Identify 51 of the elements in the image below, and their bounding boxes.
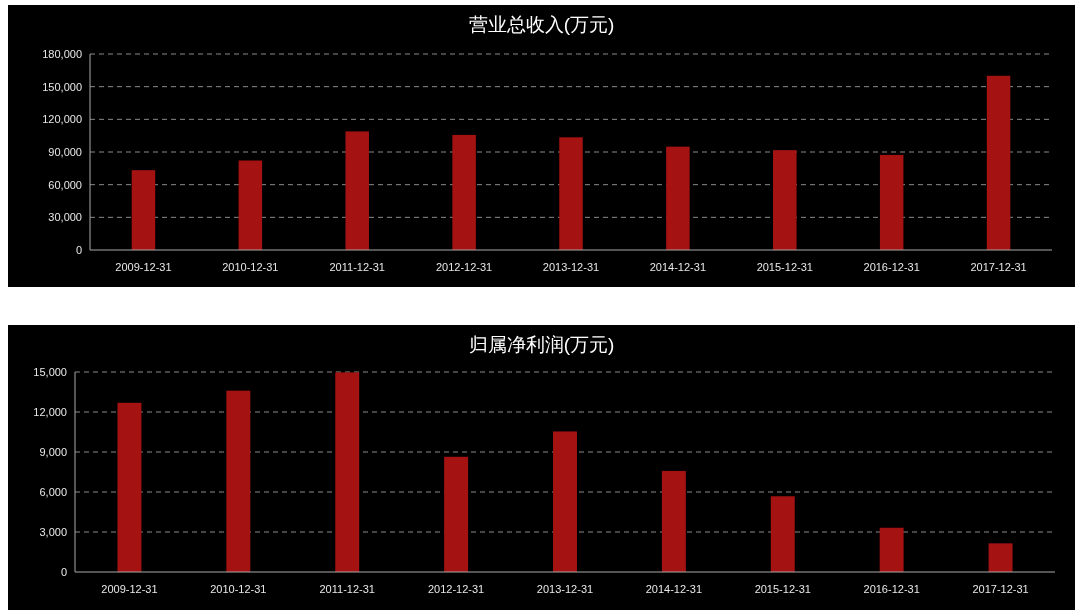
y-tick-label: 90,000 bbox=[48, 146, 82, 158]
y-tick-label: 9,000 bbox=[39, 446, 67, 458]
y-tick-label: 12,000 bbox=[33, 406, 67, 418]
x-tick-label: 2010-12-31 bbox=[222, 261, 279, 273]
chart-title: 营业总收入(万元) bbox=[468, 14, 615, 35]
bar bbox=[131, 170, 156, 250]
y-tick-label: 3,000 bbox=[39, 526, 67, 538]
y-tick-label: 30,000 bbox=[48, 211, 82, 224]
y-tick-label: 0 bbox=[60, 566, 67, 578]
x-tick-label: 2011-12-31 bbox=[329, 261, 385, 273]
x-tick-label: 2017-12-31 bbox=[970, 261, 1027, 273]
x-tick-label: 2012-12-31 bbox=[427, 583, 485, 595]
y-tick-label: 6,000 bbox=[39, 486, 67, 498]
chart-title: 归属净利润(万元) bbox=[468, 334, 615, 355]
x-tick-label: 2016-12-31 bbox=[863, 261, 920, 273]
x-tick-label: 2015-12-31 bbox=[754, 583, 811, 595]
x-tick-label: 2014-12-31 bbox=[645, 583, 703, 595]
x-tick-label: 2016-12-31 bbox=[863, 583, 920, 595]
y-tick-label: 15,000 bbox=[33, 366, 67, 378]
x-tick-label: 2013-12-31 bbox=[536, 583, 594, 595]
x-tick-label: 2011-12-31 bbox=[319, 583, 375, 595]
bar bbox=[988, 543, 1013, 572]
bar bbox=[770, 496, 795, 572]
bar bbox=[879, 154, 904, 250]
x-tick-label: 2009-12-31 bbox=[101, 583, 158, 595]
x-tick-label: 2017-12-31 bbox=[972, 583, 1029, 595]
x-tick-label: 2012-12-31 bbox=[435, 261, 493, 273]
bar bbox=[879, 527, 904, 572]
bar bbox=[117, 402, 142, 572]
bar bbox=[559, 137, 583, 250]
bar bbox=[661, 470, 686, 572]
bar bbox=[553, 431, 577, 572]
y-tick-label: 120,000 bbox=[42, 113, 82, 126]
x-tick-label: 2013-12-31 bbox=[542, 261, 600, 273]
bar bbox=[444, 456, 469, 572]
x-tick-label: 2015-12-31 bbox=[756, 261, 813, 273]
bar bbox=[773, 150, 797, 250]
y-tick-label: 0 bbox=[75, 244, 82, 256]
bar bbox=[666, 146, 690, 250]
x-tick-label: 2014-12-31 bbox=[649, 261, 707, 273]
bar bbox=[452, 134, 476, 250]
bar bbox=[238, 160, 263, 250]
bar bbox=[335, 372, 360, 572]
y-tick-label: 60,000 bbox=[48, 178, 82, 191]
bar bbox=[345, 131, 369, 250]
y-tick-label: 180,000 bbox=[42, 48, 82, 60]
bar bbox=[226, 390, 251, 572]
x-tick-label: 2010-12-31 bbox=[210, 583, 267, 595]
bar bbox=[986, 75, 1011, 250]
y-tick-label: 150,000 bbox=[42, 80, 82, 93]
x-tick-label: 2009-12-31 bbox=[115, 261, 172, 273]
